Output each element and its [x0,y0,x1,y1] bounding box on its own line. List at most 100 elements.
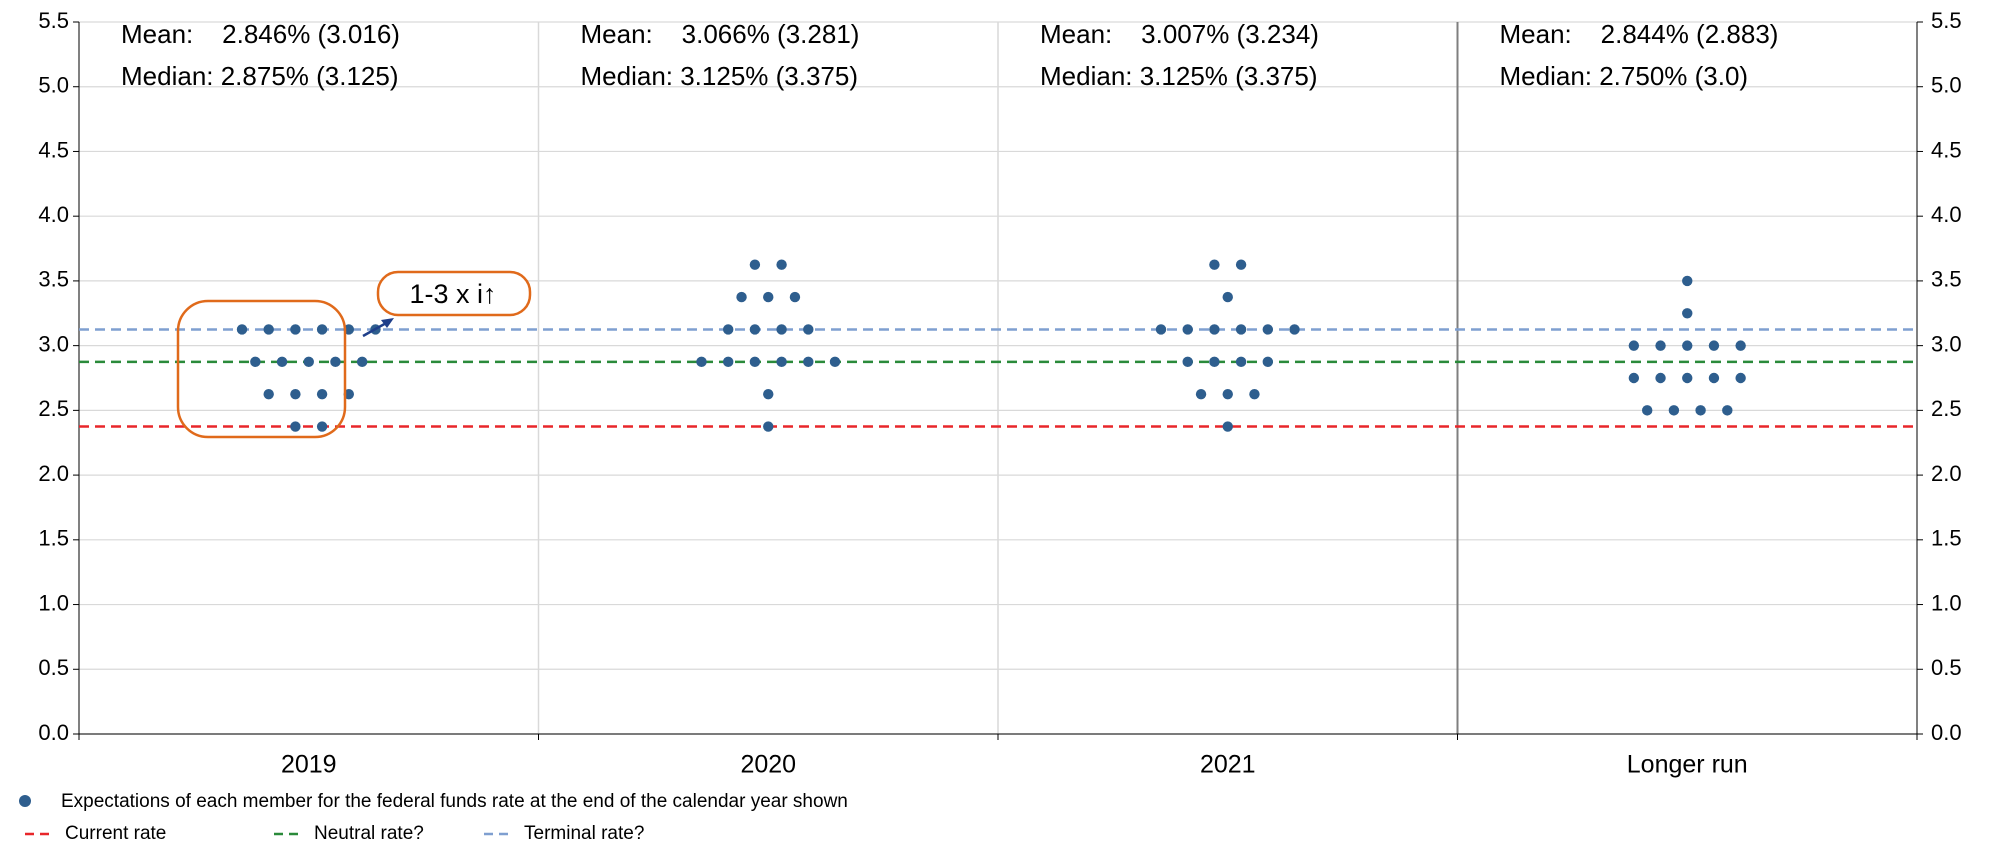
dot [316,324,328,335]
dot [290,421,301,432]
dot [803,324,814,335]
dot [290,388,301,400]
dot [1195,388,1207,400]
dot [736,291,747,303]
mean-label: Mean: 3.066% (3.281) [581,19,860,49]
annotation-text: 1-3 x i↑ [409,279,496,309]
dot [1708,372,1720,384]
dot [1262,356,1274,368]
y-tick-label: 0.0 [38,720,69,745]
y2-tick-label: 5.5 [1931,8,1962,33]
y2-tick-label: 1.0 [1931,590,1962,615]
y2-tick-label: 2.0 [1931,461,1962,486]
dot [749,356,761,368]
y2-tick-label: 4.5 [1931,137,1962,162]
dot [1235,259,1247,270]
dot [1655,372,1666,384]
dot [263,324,274,335]
dot [1289,324,1300,335]
dot [749,324,761,335]
dot [263,388,274,400]
dot [776,324,787,335]
dot [1235,356,1247,368]
y2-tick-label: 0.0 [1931,720,1962,745]
dot [1222,291,1233,303]
dot [276,356,288,368]
median-label: Median: 2.750% (3.0) [1500,61,1749,91]
x-tick-label: 2019 [281,751,337,779]
annotation-arrow [362,320,389,338]
dot [1682,308,1693,319]
y-tick-label: 3.0 [38,331,69,356]
y2-tick-label: 4.0 [1931,202,1962,227]
legend-marker [19,795,31,807]
median-label: Median: 3.125% (3.375) [1040,61,1318,91]
y2-tick-label: 5.0 [1931,73,1962,98]
dot [356,356,368,368]
y2-tick-label: 2.5 [1931,396,1962,421]
dot [303,356,314,368]
dot [1682,372,1693,384]
y-tick-label: 1.0 [38,590,69,615]
y2-tick-label: 1.5 [1931,526,1962,551]
dot [316,421,328,432]
x-tick-label: 2021 [1200,751,1256,779]
highlight-box [176,299,347,439]
y-tick-label: 4.0 [38,202,69,227]
dot [1735,340,1746,351]
y-tick-label: 5.0 [38,73,69,98]
dot [723,324,734,335]
y-tick-label: 3.5 [38,267,69,292]
median-label: Median: 3.125% (3.375) [581,61,859,91]
dot [316,388,328,400]
dot [776,259,787,270]
dot [749,259,761,270]
dot [290,324,301,335]
dot [1642,405,1653,416]
y-tick-label: 4.5 [38,137,69,162]
dot [829,356,841,368]
y-tick-label: 2.5 [38,396,69,421]
dot [1222,388,1233,400]
dot [1209,259,1220,270]
dot [250,356,261,368]
arrow-head [381,318,394,328]
legend-label: Neutral rate? [314,823,424,844]
y-tick-label: 1.5 [38,526,69,551]
dot [1182,356,1193,368]
dot [1235,324,1247,335]
y2-tick-label: 3.5 [1931,267,1962,292]
mean-label: Mean: 2.846% (3.016) [121,19,400,49]
median-label: Median: 2.875% (3.125) [121,61,399,91]
dot [696,356,707,368]
dot [763,388,774,400]
dot [723,356,734,368]
x-tick-label: 2020 [740,751,796,779]
dot [1209,324,1220,335]
dot [330,356,341,368]
dot [1262,324,1274,335]
legend-label: Expectations of each member for the fede… [61,791,848,812]
dot [1722,405,1733,416]
legend-label: Terminal rate? [524,823,644,844]
dot [1628,340,1640,351]
dot [1668,405,1680,416]
dot [1628,372,1640,384]
y-tick-label: 5.5 [38,8,69,33]
dot [763,291,774,303]
dot [1209,356,1220,368]
dot [1182,324,1193,335]
annotation-box [376,270,532,317]
dot [1249,388,1260,400]
dot [1682,340,1693,351]
mean-label: Mean: 2.844% (2.883) [1500,19,1779,49]
dot [1708,340,1720,351]
y2-tick-label: 3.0 [1931,331,1962,356]
dot [763,421,774,432]
y2-tick-label: 0.5 [1931,655,1962,680]
dot [1735,372,1746,384]
dot [1682,275,1693,287]
dot [803,356,814,368]
y-tick-label: 0.5 [38,655,69,680]
